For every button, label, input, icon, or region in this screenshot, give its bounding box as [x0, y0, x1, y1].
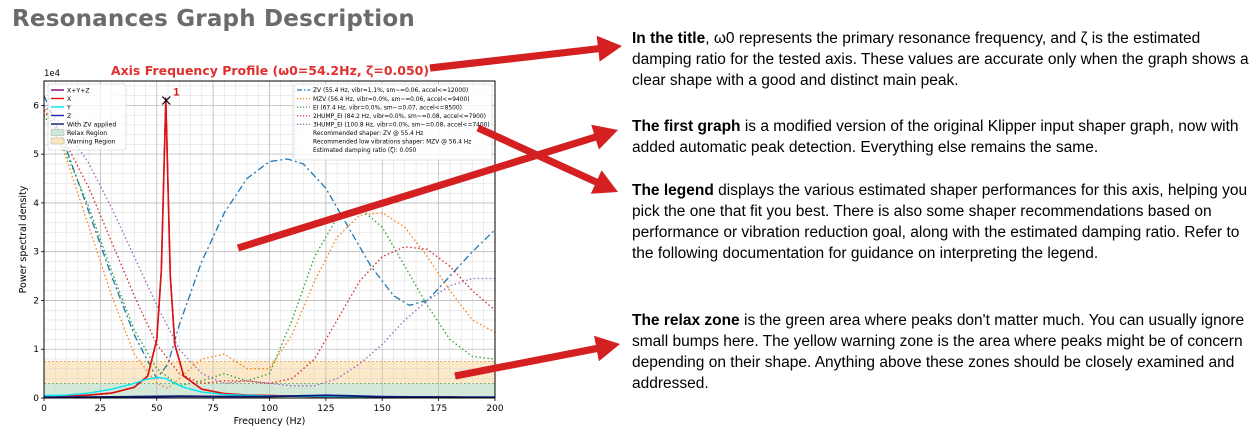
x-tick-label: 125	[317, 404, 334, 414]
relax-zone-explanation-bold: The relax zone	[632, 312, 740, 329]
graph-explanation-text: is a modified version of the original Kl…	[632, 118, 1239, 156]
y-tick-label: 3	[33, 248, 39, 258]
legend-explanation-bold: The legend	[632, 182, 714, 199]
legend-psd-label: Z	[67, 113, 71, 120]
series-3humpei	[44, 104, 495, 387]
legend-note: Estimated damping ratio (ζ): 0.050	[313, 148, 417, 154]
legend-shaper-label: EI (67.4 Hz, vibr=0.0%, sm~=0.07, accel<…	[313, 105, 462, 111]
legend-psd-label: X+Y+Z	[67, 87, 90, 94]
legend-shaper-label: 3HUMP_EI (100.8 Hz, vibr=0.0%, sm~=0.08,…	[313, 123, 490, 129]
legend-psd-swatch	[50, 137, 65, 145]
graph-explanation-bold: The first graph	[632, 118, 741, 135]
y-exponent-label: 1e4	[44, 69, 60, 79]
legend-psd-label: With ZV applied	[67, 121, 116, 128]
peak-marker	[161, 96, 171, 105]
series-mzv	[44, 105, 495, 389]
x-tick-label: 150	[374, 404, 391, 414]
page-heading: Resonances Graph Description	[12, 6, 415, 32]
x-tick-label: 200	[486, 404, 503, 414]
series-with	[44, 394, 495, 398]
x-tick-label: 75	[207, 404, 218, 414]
graph-explanation: The first graph is a modified version of…	[632, 116, 1250, 158]
legend-psd-box	[47, 83, 127, 151]
legend-psd-label: Relax Region	[67, 130, 107, 137]
y-tick-label: 1	[33, 345, 39, 355]
legend-shaper-label: MZV (56.4 Hz, vibr=0.0%, sm~=0.06, accel…	[313, 97, 470, 103]
legend-explanation: The legend displays the various estimate…	[632, 180, 1250, 264]
relax-zone-explanation-text: is the green area where peaks don't matt…	[632, 312, 1245, 392]
legend-shaper-label: 2HUMP_EI (84.2 Hz, vibr=0.0%, sm~=0.08, …	[313, 114, 486, 120]
x-tick-label: 50	[151, 404, 163, 414]
y-axis-label: Power spectral density	[18, 185, 29, 293]
legend-note: Recommended low vibrations shaper: MZV @…	[313, 140, 471, 146]
x-tick-label: 100	[261, 404, 278, 414]
legend-explanation-text: displays the various estimated shaper pe…	[632, 182, 1248, 262]
x-tick-label: 25	[95, 404, 106, 414]
legend-shaper-label: ZV (55.4 Hz, vibr=1.1%, sm~=0.06, accel<…	[313, 88, 468, 94]
x-tick-label: 0	[41, 404, 47, 414]
legend-note: Recommended shaper: ZV @ 55.4 Hz	[313, 131, 423, 137]
title-explanation-text: , ω0 represents the primary resonance fr…	[632, 30, 1249, 89]
legend-psd-label: X	[67, 96, 72, 103]
chart-title: Axis Frequency Profile (ω0=54.2Hz, ζ=0.0…	[111, 63, 429, 78]
x-tick-label: 175	[430, 404, 447, 414]
legend-psd-label: Warning Region	[67, 138, 116, 145]
y-tick-label: 0	[33, 394, 39, 404]
y-tick-label: 2	[33, 296, 39, 306]
series-ei	[44, 114, 495, 387]
title-explanation: In the title, ω0 represents the primary …	[632, 28, 1250, 91]
plot-area: 1 0 25 50 75 100 125 150 175 200 0 1 2 3 4 5 6 1e4 Frequen…	[18, 63, 504, 427]
y-tick-label: 4	[33, 199, 39, 209]
relax-zone-explanation: The relax zone is the green area where p…	[632, 310, 1250, 394]
legend-psd-swatch	[50, 129, 65, 136]
legend-psd-label: Y	[66, 104, 71, 111]
y-tick-label: 5	[33, 150, 39, 160]
legend-shapers: ZV (55.4 Hz, vibr=1.1%, sm~=0.06, accel<…	[293, 83, 493, 161]
resonance-chart: 1 0 25 50 75 100 125 150 175 200 0 1 2 3 4 5 6 1e4 Frequen…	[18, 63, 504, 427]
x-axis-label: Frequency (Hz)	[234, 416, 306, 427]
series-group	[44, 95, 495, 398]
peak-label: 1	[173, 87, 179, 99]
title-explanation-bold: In the title	[632, 30, 706, 47]
y-tick-label: 6	[33, 101, 39, 111]
